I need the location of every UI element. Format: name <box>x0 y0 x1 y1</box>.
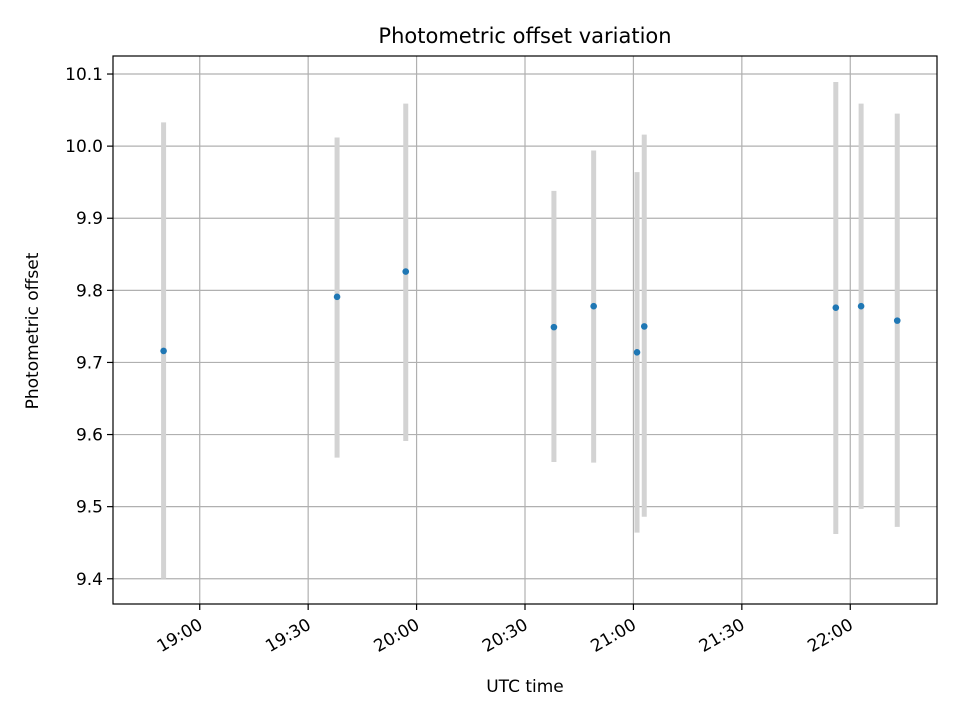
y-tick-label: 9.4 <box>76 570 103 590</box>
y-tick-label: 10.1 <box>65 65 103 85</box>
y-tick-label: 9.9 <box>76 209 103 229</box>
data-point <box>333 293 341 301</box>
data-point <box>893 317 901 324</box>
data-point <box>640 323 648 330</box>
y-axis-label: Photometric offset <box>23 252 43 409</box>
data-point <box>402 268 410 275</box>
y-tick-label: 9.8 <box>76 281 103 301</box>
data-point <box>633 349 641 356</box>
y-tick-label: 9.5 <box>76 498 103 518</box>
data-point <box>160 347 167 355</box>
grid <box>113 56 937 604</box>
y-tick-label: 9.6 <box>76 426 103 446</box>
data-points <box>160 268 901 356</box>
data-point <box>590 302 597 310</box>
data-point <box>857 302 865 310</box>
chart-title: Photometric offset variation <box>378 24 671 48</box>
data-point <box>550 323 558 331</box>
data-point <box>832 304 840 311</box>
x-axis-label: UTC time <box>486 677 564 697</box>
y-tick-label: 10.0 <box>65 137 103 157</box>
y-tick-label: 9.7 <box>76 353 103 373</box>
